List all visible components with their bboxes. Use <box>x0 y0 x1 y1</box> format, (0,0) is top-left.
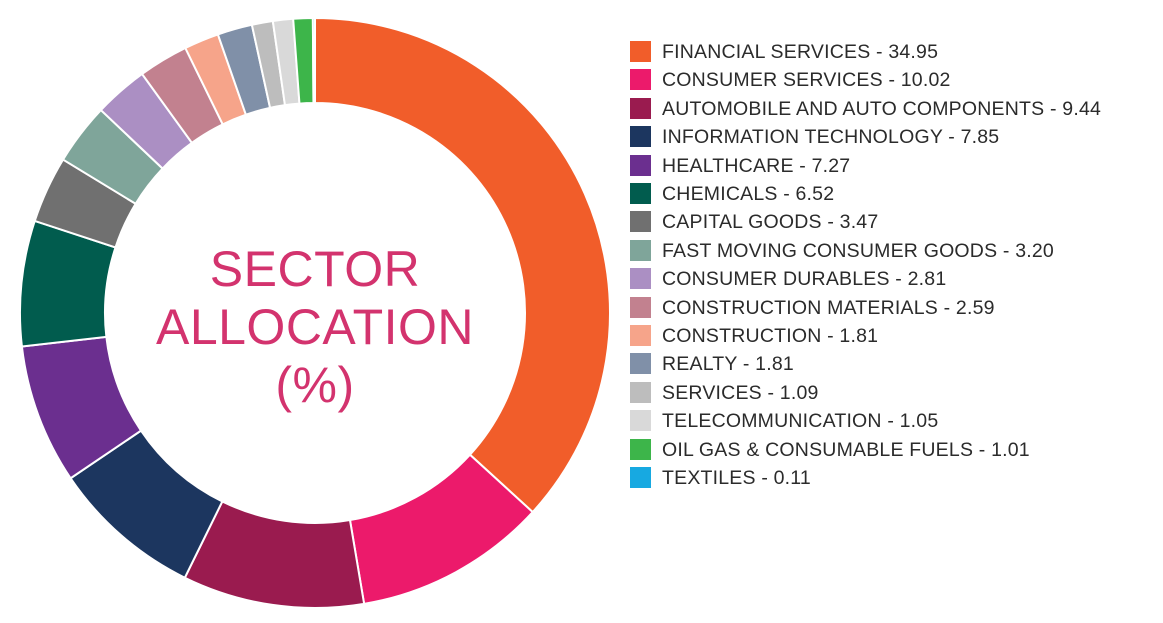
legend-label: CONSTRUCTION MATERIALS - 2.59 <box>662 296 995 319</box>
legend-swatch <box>630 410 651 432</box>
legend-item: CONSUMER DURABLES - 2.81 <box>630 265 1155 293</box>
legend-label: HEALTHCARE - 7.27 <box>662 154 851 177</box>
chart-center-title: SECTOR ALLOCATION (%) <box>95 240 535 414</box>
legend-label: CONSUMER DURABLES - 2.81 <box>662 268 947 291</box>
legend-item: CONSTRUCTION - 1.81 <box>630 322 1155 350</box>
legend-item: CHEMICALS - 6.52 <box>630 180 1155 208</box>
legend-item: TEXTILES - 0.11 <box>630 464 1155 492</box>
legend-swatch <box>630 353 651 375</box>
legend-item: CONSUMER SERVICES - 10.02 <box>630 66 1155 94</box>
legend-item: INFORMATION TECHNOLOGY - 7.85 <box>630 123 1155 151</box>
legend-label: CONSUMER SERVICES - 10.02 <box>662 69 951 92</box>
legend-label: TELECOMMUNICATION - 1.05 <box>662 410 939 433</box>
legend-swatch <box>630 183 651 205</box>
sector-donut-chart <box>19 16 611 609</box>
legend-label: REALTY - 1.81 <box>662 353 794 376</box>
legend-item: REALTY - 1.81 <box>630 350 1155 378</box>
legend-swatch <box>630 154 651 176</box>
legend-item: FAST MOVING CONSUMER GOODS - 3.20 <box>630 237 1155 265</box>
legend-label: FAST MOVING CONSUMER GOODS - 3.20 <box>662 239 1054 262</box>
center-title-line-3: (%) <box>275 357 355 413</box>
legend-swatch <box>630 268 651 290</box>
legend-label: AUTOMOBILE AND AUTO COMPONENTS - 9.44 <box>662 97 1102 120</box>
legend-label: CHEMICALS - 6.52 <box>662 183 835 206</box>
legend-label: CONSTRUCTION - 1.81 <box>662 325 879 348</box>
legend-label: INFORMATION TECHNOLOGY - 7.85 <box>662 126 1000 149</box>
legend-swatch <box>630 126 651 148</box>
chart-legend: FINANCIAL SERVICES - 34.95 CONSUMER SERVI… <box>630 38 1155 493</box>
donut-slice-financial-services <box>314 16 611 514</box>
legend-item: HEALTHCARE - 7.27 <box>630 152 1155 180</box>
legend-swatch <box>630 211 651 233</box>
legend-label: CAPITAL GOODS - 3.47 <box>662 211 879 234</box>
legend-swatch <box>630 438 651 460</box>
legend-swatch <box>630 97 651 119</box>
legend-item: CONSTRUCTION MATERIALS - 2.59 <box>630 294 1155 322</box>
legend-swatch <box>630 467 651 489</box>
legend-item: AUTOMOBILE AND AUTO COMPONENTS - 9.44 <box>630 95 1155 123</box>
center-title-line-2: ALLOCATION <box>155 299 475 355</box>
legend-swatch <box>630 381 651 403</box>
legend-label: SERVICES - 1.09 <box>662 381 819 404</box>
legend-item: OIL GAS & CONSUMABLE FUELS - 1.01 <box>630 436 1155 464</box>
legend-label: TEXTILES - 0.11 <box>662 467 811 490</box>
legend-item: FINANCIAL SERVICES - 34.95 <box>630 38 1155 66</box>
legend-swatch <box>630 325 651 347</box>
legend-swatch <box>630 239 651 261</box>
legend-label: OIL GAS & CONSUMABLE FUELS - 1.01 <box>662 438 1030 461</box>
center-title-line-1: SECTOR <box>209 241 421 297</box>
legend-swatch <box>630 69 651 91</box>
legend-swatch <box>630 296 651 318</box>
legend-swatch <box>630 41 651 62</box>
legend-item: CAPITAL GOODS - 3.47 <box>630 208 1155 236</box>
legend-item: SERVICES - 1.09 <box>630 379 1155 407</box>
donut-slice-textiles <box>311 16 316 105</box>
legend-label: FINANCIAL SERVICES - 34.95 <box>662 41 939 63</box>
legend-item: TELECOMMUNICATION - 1.05 <box>630 407 1155 435</box>
